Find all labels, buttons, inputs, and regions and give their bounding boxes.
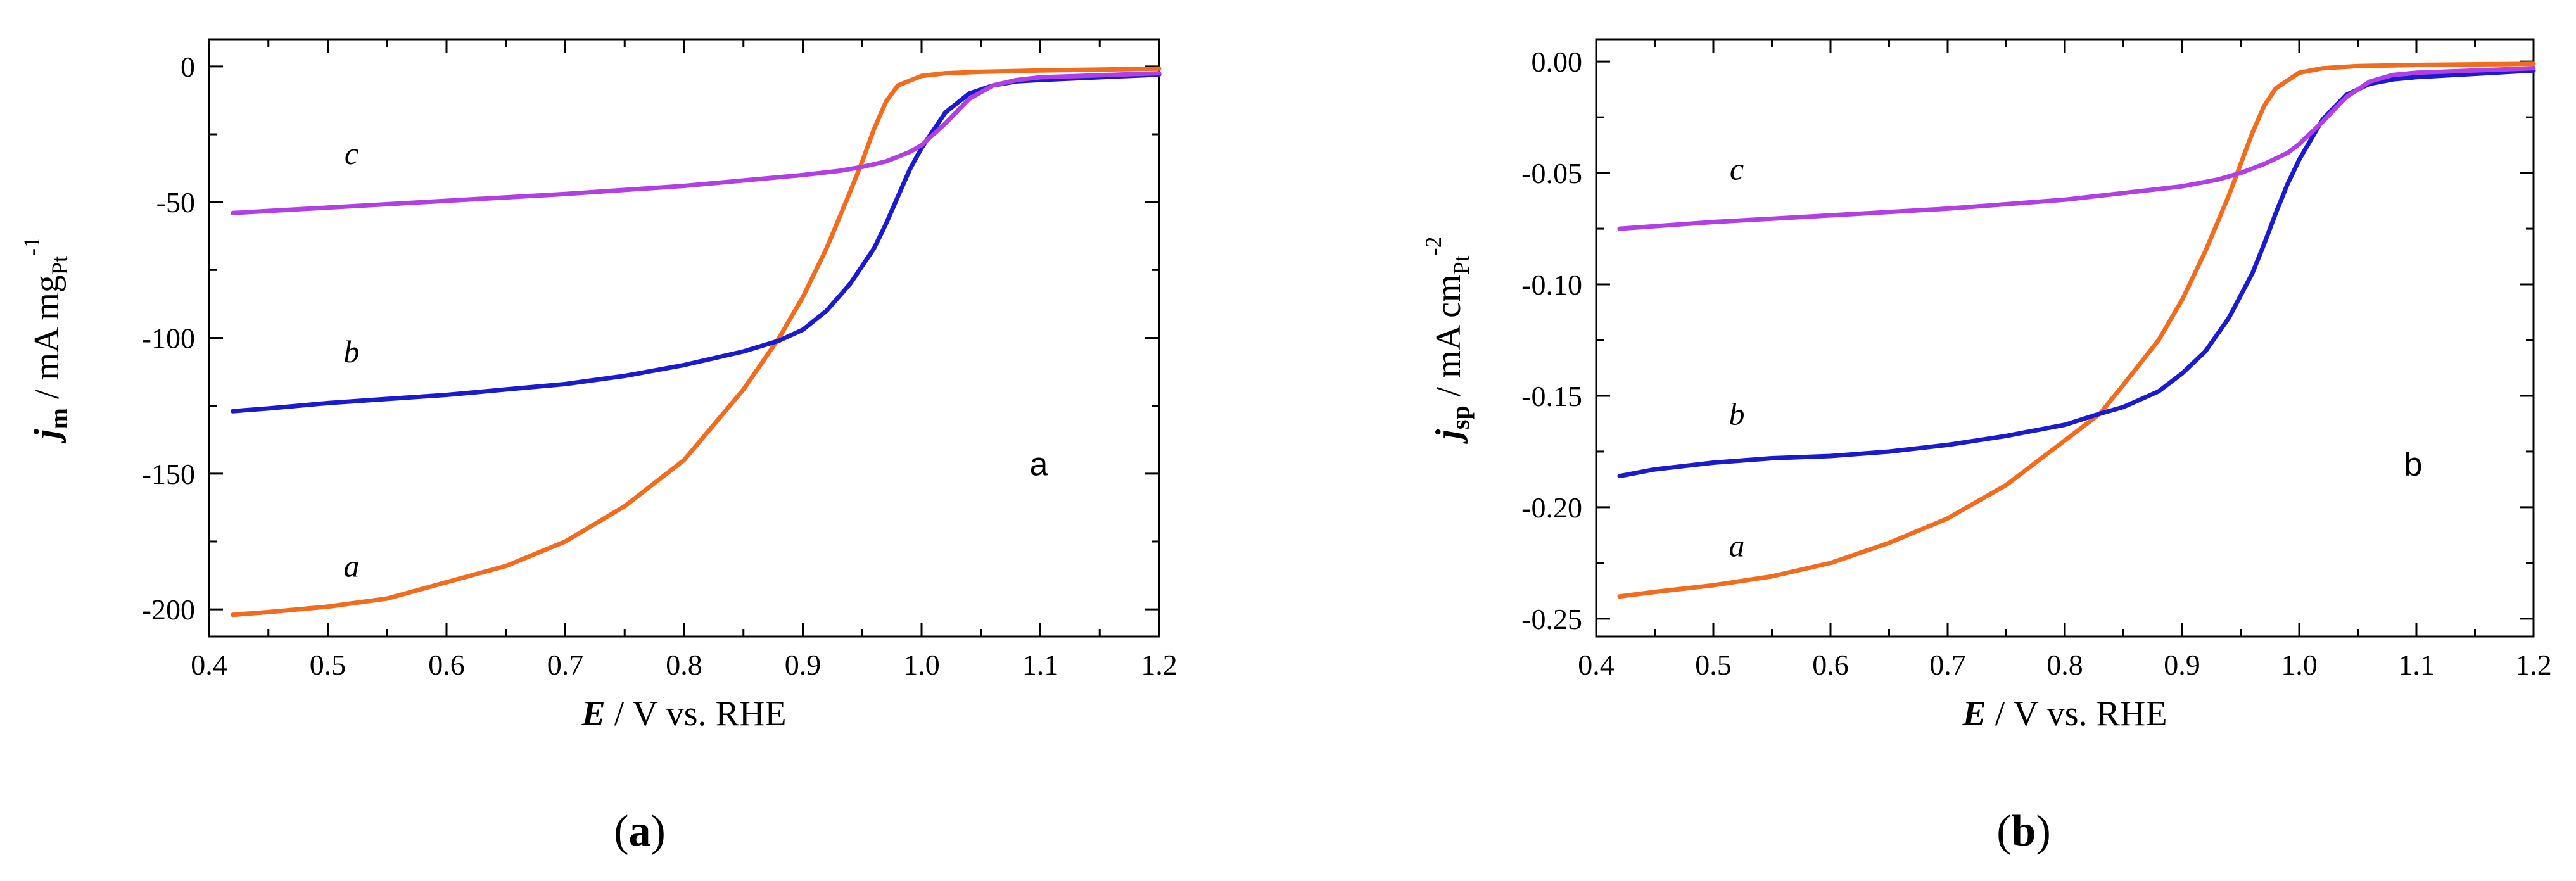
y-axis-unit-superscript: -2: [1421, 236, 1446, 255]
y-tick-label: 0: [181, 51, 195, 83]
x-axis-symbol: E: [1962, 694, 1986, 733]
x-tick-label: 0.8: [666, 649, 702, 681]
y-tick-label: -0.15: [1521, 380, 1582, 412]
x-tick-label: 1.0: [903, 649, 940, 681]
x-tick-label: 1.1: [2398, 649, 2435, 681]
series-label-a: a: [1729, 528, 1745, 563]
chart-panel-a: 0.4 0.5 0.6 0.7 0.8 0.9 1.0 1.1 1.2 0 -50 -100 -150 -…: [19, 38, 1177, 856]
series-line-c: [231, 71, 1162, 215]
y-axis-title: jsp / mA cmPt-2: [1421, 236, 1475, 444]
y-axis-title: jm / mA mgPt-1: [19, 237, 73, 444]
y-axis-unit-superscript: -1: [19, 237, 44, 256]
x-axis-unit: / V vs. RHE: [606, 694, 787, 733]
series-line-c: [1617, 66, 2536, 231]
caption-close-paren: ): [651, 807, 666, 856]
y-tick-label: -0.25: [1521, 603, 1582, 635]
panel-letter: b: [2404, 446, 2423, 483]
y-axis-symbol: j: [1429, 429, 1468, 445]
series-line-a: [231, 66, 1162, 618]
y-tick-label: -50: [156, 186, 195, 219]
y-axis-unit: / mA mg: [27, 275, 67, 408]
caption-open-paren: (: [1996, 807, 2011, 856]
y-tick-label: -0.10: [1521, 269, 1582, 301]
x-tick-label: 0.7: [547, 649, 584, 681]
caption-letter: b: [2012, 807, 2036, 856]
x-tick-label: 1.0: [2281, 649, 2318, 681]
x-tick-label: 0.4: [1578, 649, 1615, 681]
y-axis-symbol: j: [27, 429, 67, 444]
x-axis-title: E / V vs. RHE: [1962, 694, 2167, 733]
x-tick-label: 0.9: [2164, 649, 2200, 681]
caption-open-paren: (: [614, 807, 628, 856]
x-tick-label: 0.5: [310, 649, 346, 681]
x-tick-label: 1.2: [1141, 649, 1177, 681]
series-label-c: c: [1730, 151, 1744, 187]
x-tick-label: 0.9: [785, 649, 822, 681]
series-label-a: a: [344, 548, 360, 584]
series-line-b: [1617, 68, 2536, 479]
y-axis-subscript: m: [44, 408, 73, 429]
panel-letter: a: [1030, 446, 1048, 483]
x-tick-label: 0.5: [1695, 649, 1732, 681]
x-axis-title: E / V vs. RHE: [581, 694, 786, 733]
caption-letter: a: [629, 807, 651, 856]
y-tick-label: -0.20: [1521, 491, 1582, 524]
x-axis-unit: / V vs. RHE: [1986, 694, 2167, 733]
y-tick-label: 0.00: [1532, 46, 1583, 78]
series-label-b: b: [344, 334, 360, 369]
x-tick-label: 0.4: [191, 649, 227, 681]
y-axis-subscript: sp: [1446, 405, 1475, 429]
y-tick-label: -100: [142, 322, 195, 355]
y-tick-label: -0.05: [1521, 157, 1582, 189]
x-tick-label: 0.7: [1929, 649, 1966, 681]
caption-close-paren: ): [2036, 807, 2050, 856]
x-tick-label: 0.8: [2046, 649, 2083, 681]
panel-caption: (a): [614, 807, 666, 856]
series-label-b: b: [1729, 396, 1745, 432]
y-tick-label: -150: [142, 458, 195, 490]
x-tick-label: 0.6: [1812, 649, 1849, 681]
series-label-c: c: [345, 136, 358, 171]
y-axis-unit: / mA cm: [1429, 274, 1468, 405]
panel-caption: (b): [1996, 807, 2051, 856]
series-line-b: [231, 72, 1162, 414]
y-axis-unit-subscript: Pt: [47, 256, 72, 275]
y-axis-unit-subscript: Pt: [1449, 255, 1474, 274]
x-tick-label: 1.1: [1022, 649, 1059, 681]
chart-panel-b: 0.4 0.5 0.6 0.7 0.8 0.9 1.0 1.1 1.2 0.00 -0.05 -0.1…: [1421, 38, 2552, 856]
x-axis-symbol: E: [581, 694, 605, 733]
series-line-a: [1617, 61, 2536, 599]
y-tick-label: -200: [142, 593, 195, 626]
x-tick-label: 1.2: [2515, 649, 2552, 681]
x-tick-label: 0.6: [428, 649, 465, 681]
